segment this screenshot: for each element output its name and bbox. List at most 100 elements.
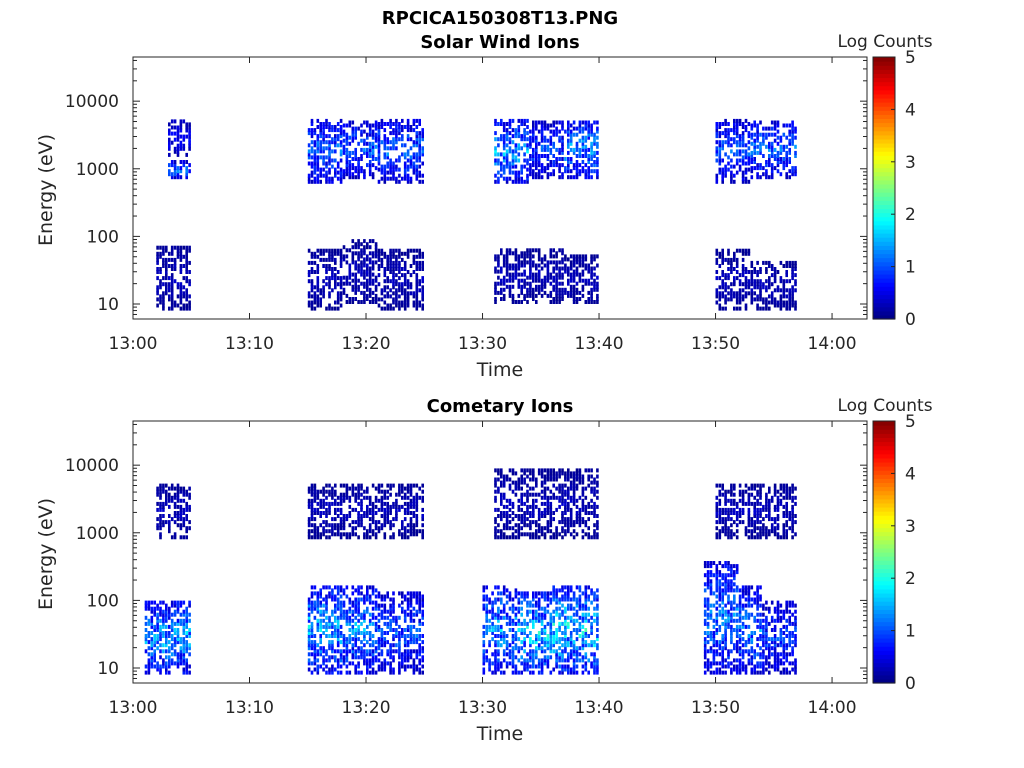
spectrogram-cell [406, 179, 410, 184]
spectrogram-cell [401, 594, 404, 599]
spectrogram-cell [368, 670, 372, 675]
spectrogram-cell [776, 285, 780, 290]
spectrogram-cell [371, 643, 375, 648]
spectrogram-cell [537, 637, 541, 642]
spectrogram-cell [368, 523, 372, 528]
spectrogram-cell [514, 486, 518, 491]
spectrogram-cell [383, 609, 387, 614]
spectrogram-cell [421, 152, 424, 157]
spectrogram-cell [529, 269, 532, 274]
spectrogram-cell [561, 123, 564, 128]
spectrogram-cell [502, 134, 506, 139]
spectrogram-cell [762, 132, 765, 137]
spectrogram-cell [310, 146, 314, 151]
spectrogram-cell [307, 603, 311, 608]
spectrogram-cell [791, 120, 794, 125]
spectrogram-cell [497, 170, 500, 175]
spectrogram-cell [555, 658, 558, 663]
spectrogram-cell [307, 532, 311, 537]
spectrogram-cell [345, 535, 349, 540]
spectrogram-cell [316, 529, 320, 534]
spectrogram-cell [540, 646, 544, 651]
spectrogram-cell [543, 606, 547, 611]
spectrogram-cell [150, 609, 154, 614]
spectrogram-cell [794, 279, 797, 284]
spectrogram-cell [791, 126, 794, 131]
spectrogram-cell [791, 166, 794, 171]
spectrogram-cell [363, 269, 366, 274]
spectrogram-cell [313, 526, 317, 531]
spectrogram-cell [517, 272, 521, 277]
spectrogram-cell [331, 643, 334, 648]
spectrogram-cell [523, 661, 526, 666]
spectrogram-cell [733, 125, 736, 129]
spectrogram-cell [532, 603, 535, 608]
spectrogram-cell [418, 264, 421, 268]
spectrogram-cell [753, 150, 756, 155]
spectrogram-cell [357, 163, 360, 168]
spectrogram-cell [354, 667, 357, 672]
spectrogram-cell [735, 306, 739, 311]
spectrogram-cell [150, 646, 154, 651]
spectrogram-cell [363, 514, 366, 518]
spectrogram-cell [523, 164, 526, 169]
spectrogram-cell [403, 637, 407, 642]
spectrogram-cell [339, 257, 343, 262]
spectrogram-cell [176, 483, 180, 488]
spectrogram-cell [415, 495, 419, 500]
spectrogram-cell [168, 615, 171, 620]
spectrogram-cell [185, 658, 188, 663]
spectrogram-cell [535, 615, 538, 620]
spectrogram-cell [351, 652, 355, 657]
colorbar-segment [873, 314, 895, 320]
spectrogram-cell [377, 483, 381, 488]
spectrogram-cell [389, 158, 392, 163]
spectrogram-cell [389, 603, 392, 608]
colorbar-segment [873, 151, 895, 156]
spectrogram-cell [345, 649, 349, 654]
cometary-ions-panel: Cometary Ions 13:00 13:10 13:20 13:30 13:40 1… [35, 396, 933, 745]
spectrogram-cell [741, 264, 745, 268]
spectrogram-cell [334, 128, 337, 133]
spectrogram-cell [590, 254, 593, 259]
spectrogram-cell [328, 624, 331, 629]
spectrogram-cell [351, 612, 355, 617]
spectrogram-cell [351, 126, 355, 131]
spectrogram-cell [170, 273, 174, 278]
spectrogram-cell [156, 260, 159, 265]
spectrogram-cell [316, 288, 320, 293]
spectrogram-cell [540, 154, 544, 158]
spectrogram-cell [569, 670, 573, 675]
spectrogram-cell [179, 285, 183, 290]
spectrogram-cell [331, 140, 334, 145]
spectrogram-cell [584, 138, 588, 143]
spectrogram-cell [575, 260, 579, 265]
spectrogram-cell [558, 637, 561, 642]
spectrogram-cell [526, 658, 529, 663]
spectrogram-cell [523, 643, 526, 648]
spectrogram-cell [377, 146, 381, 151]
spectrogram-cell [176, 664, 180, 669]
spectrogram-cell [537, 529, 541, 534]
spectrogram-cell [412, 128, 416, 133]
spectrogram-cell [357, 269, 360, 274]
spectrogram-cell [549, 290, 553, 295]
spectrogram-cell [328, 511, 331, 515]
spectrogram-cell [581, 670, 585, 675]
spectrogram-cell [334, 603, 337, 608]
colorbar-segment [873, 220, 895, 226]
spectrogram-cell [415, 276, 419, 281]
spectrogram-cell [517, 486, 521, 491]
spectrogram-cell [721, 158, 724, 163]
spectrogram-cell [529, 670, 532, 675]
spectrogram-cell [188, 163, 191, 168]
spectrogram-cell [791, 172, 794, 177]
spectrogram-cell [336, 501, 340, 506]
spectrogram-cell [368, 172, 372, 177]
spectrogram-cell [325, 603, 328, 608]
spectrogram-cell [578, 150, 582, 155]
spectrogram-cell [374, 504, 378, 509]
spectrogram-cell [354, 284, 357, 289]
spectrogram-cell [389, 661, 392, 666]
spectrogram-cell [150, 661, 154, 666]
